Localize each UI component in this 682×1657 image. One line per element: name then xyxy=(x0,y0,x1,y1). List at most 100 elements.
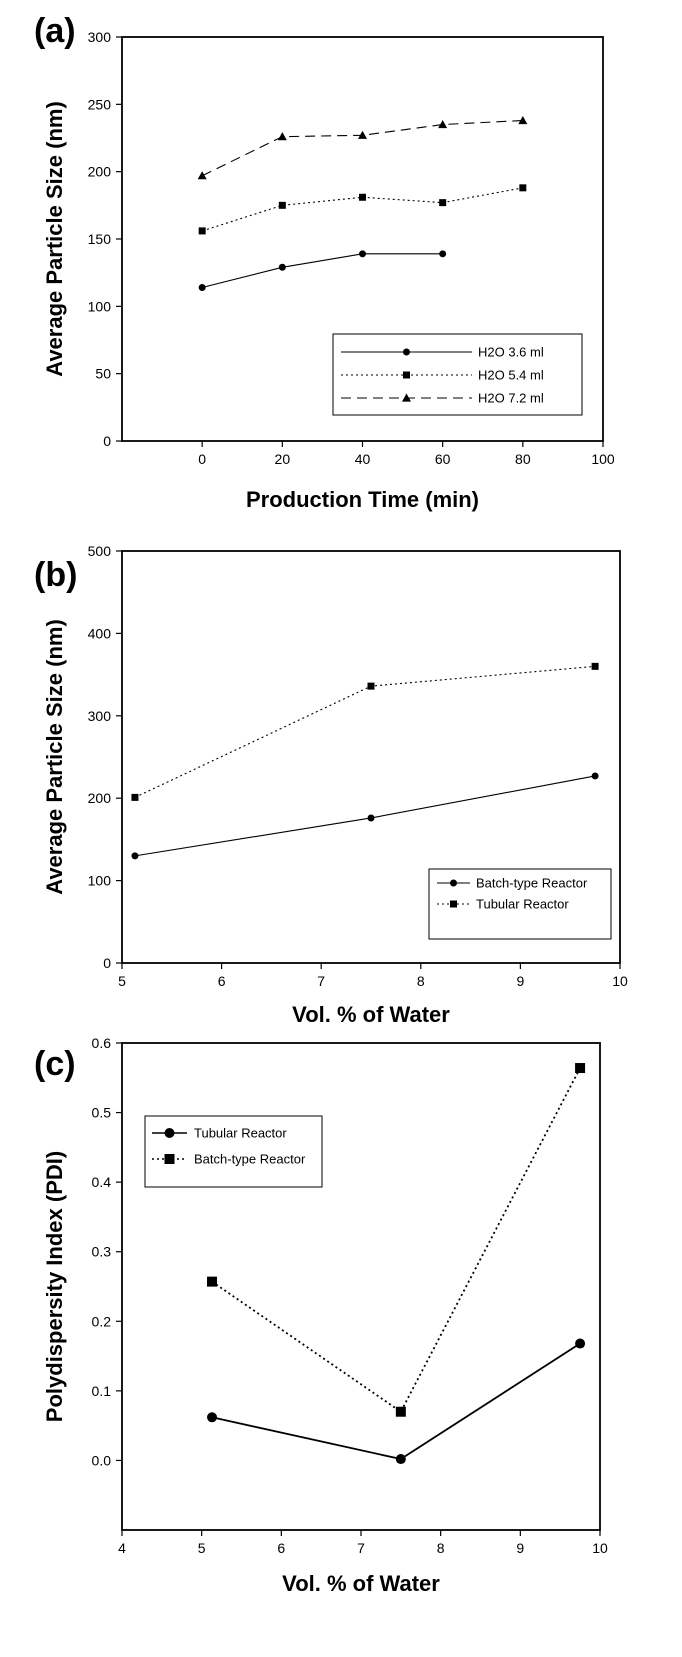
data-point xyxy=(519,184,527,192)
panel-label: (c) xyxy=(34,1045,76,1083)
series-line xyxy=(211,1067,581,1414)
y-tick-label: 0 xyxy=(103,955,111,971)
data-point xyxy=(277,132,287,141)
y-tick-label: 50 xyxy=(95,366,111,382)
data-point xyxy=(395,1454,406,1465)
legend-label: H2O 7.2 ml xyxy=(478,391,544,406)
x-tick-label: 10 xyxy=(612,973,628,989)
x-tick-label: 9 xyxy=(517,973,525,989)
series xyxy=(207,1063,586,1417)
data-point xyxy=(439,199,447,207)
legend-marker xyxy=(450,900,457,908)
y-tick-label: 100 xyxy=(88,298,112,314)
data-point xyxy=(518,115,528,125)
y-tick-label: 300 xyxy=(88,708,112,724)
y-tick-label: 250 xyxy=(88,96,112,112)
x-tick-label: 80 xyxy=(515,451,531,467)
data-point xyxy=(131,793,139,801)
x-tick-label: 40 xyxy=(355,451,371,467)
legend-box xyxy=(332,333,583,416)
y-tick-label: 0 xyxy=(103,433,111,449)
x-tick-label: 100 xyxy=(591,451,615,467)
y-axis-title: Average Particle Size (nm) xyxy=(42,101,67,377)
legend-marker xyxy=(450,879,457,887)
x-axis-title: Production Time (min) xyxy=(246,487,479,512)
data-point xyxy=(367,682,375,690)
data-point xyxy=(198,283,206,291)
data-point xyxy=(359,193,366,201)
legend-box xyxy=(428,868,612,940)
data-point xyxy=(591,772,599,780)
data-point xyxy=(395,1406,406,1417)
y-tick-label: 150 xyxy=(88,231,112,247)
series-line xyxy=(201,119,523,177)
data-point xyxy=(197,171,207,180)
data-point xyxy=(575,1063,586,1074)
legend-box xyxy=(144,1115,323,1188)
x-tick-label: 4 xyxy=(118,1540,126,1556)
data-point xyxy=(207,1412,218,1423)
legend-label: H2O 5.4 ml xyxy=(478,368,544,383)
panel-label: (b) xyxy=(34,556,77,594)
x-tick-label: 5 xyxy=(118,973,126,989)
data-point xyxy=(131,852,139,860)
x-tick-label: 7 xyxy=(357,1540,365,1556)
data-point xyxy=(278,201,286,209)
x-tick-label: 8 xyxy=(437,1540,445,1556)
legend-marker xyxy=(403,348,410,356)
series xyxy=(131,662,599,801)
data-point xyxy=(367,814,375,822)
y-tick-label: 0.0 xyxy=(92,1452,112,1468)
series xyxy=(197,115,528,180)
y-tick-label: 0.5 xyxy=(92,1105,112,1121)
legend-marker xyxy=(403,371,410,379)
x-tick-label: 6 xyxy=(218,973,226,989)
chart-panel: (a) 0 20 40 60 80 100 0 50 100 150 200 250 300 Product… xyxy=(34,12,615,512)
data-point xyxy=(358,130,367,139)
chart-panel: (c) 4 5 6 7 8 9 10 0.0 0.1 0.2 0.3 0.4 0.5 0.6 Vol. % o… xyxy=(34,1035,608,1596)
y-axis-title: Polydispersity Index (PDI) xyxy=(42,1151,67,1422)
data-point xyxy=(359,250,366,258)
legend-marker xyxy=(164,1128,175,1138)
plot-frame xyxy=(121,550,621,964)
y-tick-label: 300 xyxy=(88,29,112,45)
legend-marker xyxy=(402,393,411,402)
series-line xyxy=(134,665,596,798)
x-tick-label: 9 xyxy=(516,1540,524,1556)
y-axis-title: Average Particle Size (nm) xyxy=(42,619,67,895)
y-tick-label: 0.4 xyxy=(92,1174,112,1190)
series xyxy=(131,772,599,860)
data-point xyxy=(207,1276,218,1287)
x-tick-label: 7 xyxy=(317,973,325,989)
x-tick-label: 20 xyxy=(275,451,291,467)
series xyxy=(198,184,527,235)
y-tick-label: 0.2 xyxy=(92,1313,112,1329)
series-line xyxy=(211,1342,581,1460)
data-point xyxy=(438,120,448,129)
series-line xyxy=(134,775,596,857)
panel-label: (a) xyxy=(34,12,76,50)
legend-label: Tubular Reactor xyxy=(194,1126,287,1141)
x-tick-label: 10 xyxy=(592,1540,608,1556)
data-point xyxy=(278,263,286,271)
series xyxy=(198,250,447,291)
data-point xyxy=(198,227,206,235)
x-tick-label: 6 xyxy=(277,1540,285,1556)
x-tick-label: 0 xyxy=(198,451,206,467)
y-tick-label: 200 xyxy=(88,164,112,180)
y-tick-label: 100 xyxy=(88,873,112,889)
legend-label: H2O 3.6 ml xyxy=(478,345,544,360)
series-line xyxy=(201,187,523,232)
y-tick-label: 200 xyxy=(88,790,112,806)
legend-label: Tubular Reactor xyxy=(476,897,569,912)
legend-label: Batch-type Reactor xyxy=(476,876,588,891)
legend-label: Batch-type Reactor xyxy=(194,1152,306,1167)
legend-marker xyxy=(164,1154,175,1164)
y-tick-label: 400 xyxy=(88,625,112,641)
x-axis-title: Vol. % of Water xyxy=(282,1571,440,1596)
x-axis-title: Vol. % of Water xyxy=(292,1002,450,1027)
data-point xyxy=(591,662,599,670)
data-point xyxy=(575,1338,586,1349)
